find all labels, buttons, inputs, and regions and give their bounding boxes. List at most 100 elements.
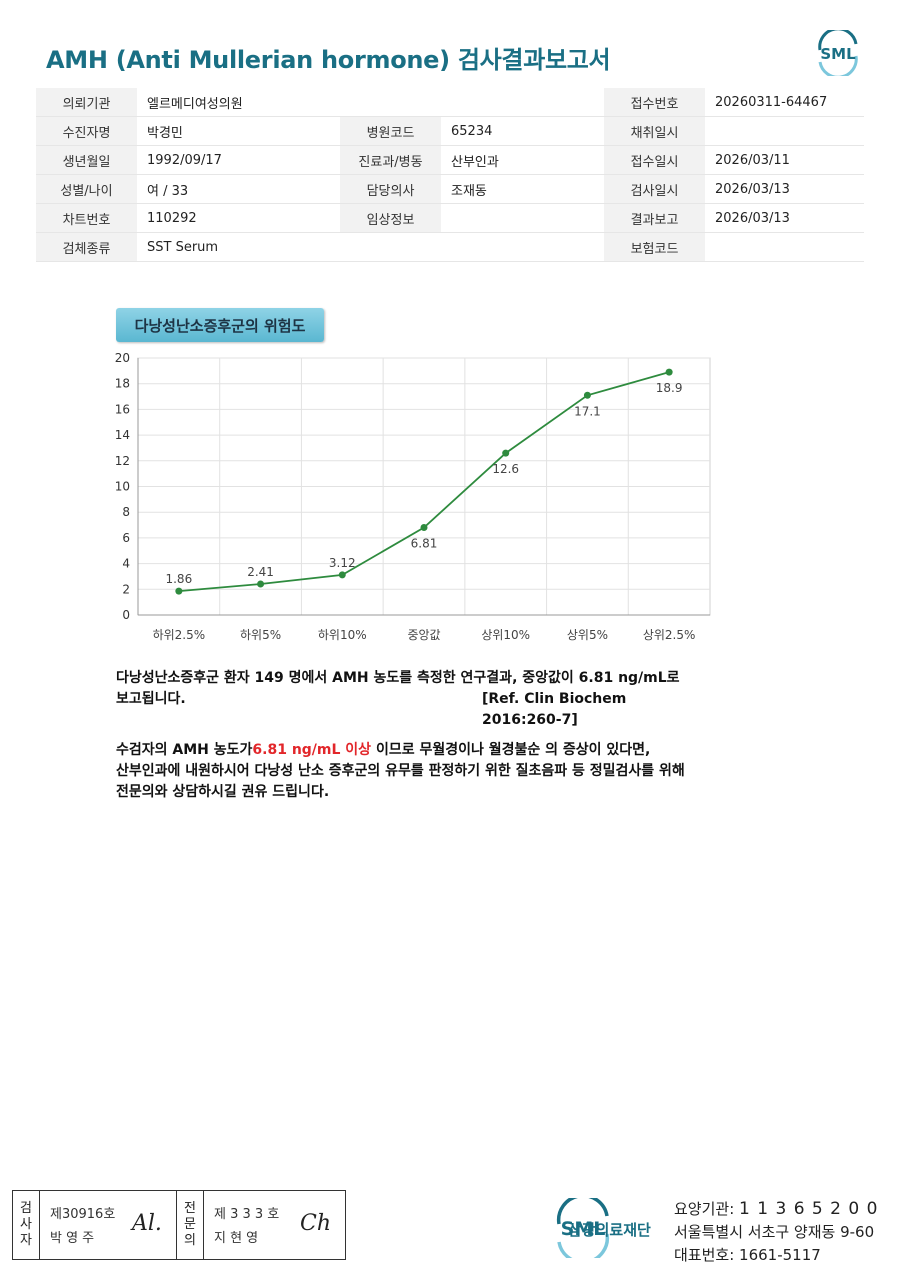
x-tick-label: 상위10%	[481, 628, 530, 642]
info-label: 병원코드	[340, 116, 441, 146]
info-empty	[441, 232, 604, 262]
info-empty	[340, 88, 441, 117]
y-tick-label: 18	[115, 377, 130, 391]
info-empty	[441, 88, 604, 117]
data-label: 3.12	[329, 556, 356, 570]
info-row: 검체종류 SST Serum 보험코드	[36, 232, 864, 262]
x-tick-label: 중앙값	[407, 628, 440, 642]
risk-line-chart: 0 2 4 6 8 10 12 14 16 18 20 하위2.5% 하위5% 하위10% 중앙값 상위10%…	[115, 351, 711, 642]
examiner-number: 제30916호	[50, 1207, 116, 1222]
info-label: 진료과/병동	[340, 145, 441, 175]
info-value: 1992/09/17	[137, 145, 340, 175]
x-tick-label: 하위10%	[318, 628, 367, 642]
examiner-name: 박 영 주	[50, 1231, 95, 1246]
info-value: 65234	[441, 116, 604, 146]
info-label: 성별/나이	[36, 174, 137, 204]
info-value: 2026/03/13	[705, 174, 864, 204]
info-value	[441, 203, 604, 233]
doctor-name: 지 현 영	[214, 1231, 259, 1246]
examiner-signature: Al.	[132, 1211, 162, 1236]
doctor-signature: Ch	[300, 1211, 332, 1236]
x-tick-label: 하위2.5%	[153, 628, 206, 642]
footer-org-name: 삼광의료재단	[568, 1221, 651, 1239]
info-value: 산부인과	[441, 145, 604, 175]
info-label: 담당의사	[340, 174, 441, 204]
info-label: 임상정보	[340, 203, 441, 233]
info-empty	[340, 232, 441, 262]
signature-box: 검 사 자 제30916호 박 영 주 Al. 전 문 의 제 3 3 3 호 …	[12, 1190, 346, 1260]
examiner-title: 검 사 자	[13, 1191, 40, 1259]
info-row: 의뢰기관 엘르메디여성의원 접수번호 20260311-64467	[36, 88, 864, 117]
data-point	[257, 580, 265, 588]
footer-phone-value: 1661-5117	[739, 1246, 821, 1264]
chart-title: 다낭성난소증후군의 위험도	[116, 308, 324, 342]
info-value: 엘르메디여성의원	[137, 88, 340, 117]
info-value	[705, 116, 864, 146]
info-value: 박경민	[137, 116, 340, 146]
x-tick-label: 하위5%	[240, 628, 281, 642]
info-value: SST Serum	[137, 232, 340, 262]
footer-code-value: 1 1 3 6 5 2 0 0	[739, 1199, 879, 1219]
y-tick-label: 2	[122, 582, 130, 596]
info-label: 차트번호	[36, 203, 137, 233]
y-tick-label: 14	[115, 428, 130, 442]
data-label: 1.86	[165, 572, 192, 586]
info-label: 검사일시	[604, 174, 705, 204]
patient-info-table: 의뢰기관 엘르메디여성의원 접수번호 20260311-64467 수진자명 박경민 병원코…	[36, 88, 864, 262]
info-value: 2026/03/13	[705, 203, 864, 233]
data-point	[583, 391, 591, 399]
info-label: 접수일시	[604, 145, 705, 175]
info-label: 수진자명	[36, 116, 137, 146]
data-label: 2.41	[247, 565, 274, 579]
sml-logo-text: SML	[820, 45, 856, 63]
footer-code: 요양기관: 1 1 3 6 5 2 0 0	[674, 1199, 879, 1219]
data-label: 18.9	[656, 381, 683, 395]
advice-line-2: 산부인과에 내원하시어 다낭성 난소 증후군의 유무를 판정하기 위한 질초음파…	[116, 763, 685, 779]
info-value: 조재동	[441, 174, 604, 204]
examiner-cell: 제30916호 박 영 주 Al.	[40, 1191, 177, 1259]
y-tick-label: 10	[115, 480, 130, 494]
reference: [Ref. Clin Biochem 2016:260-7]	[482, 691, 627, 728]
info-value: 2026/03/11	[705, 145, 864, 175]
info-row: 생년월일 1992/09/17 진료과/병동 산부인과 접수일시 2026/03/11	[36, 145, 864, 175]
footer-logo-text: SML	[561, 1218, 606, 1240]
info-label: 검체종류	[36, 232, 137, 262]
advice-line-3: 전문의와 상담하시길 권유 드립니다.	[116, 784, 330, 800]
y-tick-label: 0	[122, 608, 130, 622]
y-tick-label: 8	[122, 505, 130, 519]
doctor-cell: 제 3 3 3 호 지 현 영 Ch	[204, 1191, 344, 1259]
info-label: 결과보고	[604, 203, 705, 233]
y-tick-label: 16	[115, 402, 130, 416]
data-point	[502, 449, 510, 457]
data-point	[665, 368, 673, 376]
doctor-title: 전 문 의	[177, 1191, 204, 1259]
y-tick-label: 4	[122, 557, 130, 571]
x-tick-label: 상위2.5%	[643, 628, 696, 642]
info-value: 여 / 33	[137, 174, 340, 204]
info-row: 성별/나이 여 / 33 담당의사 조재동 검사일시 2026/03/13	[36, 174, 864, 204]
sml-logo-icon: SML	[818, 30, 858, 76]
info-row: 차트번호 110292 임상정보 결과보고 2026/03/13	[36, 203, 864, 233]
footer-address: 서울특별시 서초구 양재동 9-60	[674, 1223, 875, 1241]
doctor-number: 제 3 3 3 호	[214, 1207, 280, 1222]
advice-paragraph: 수검자의 AMH 농도가6.81 ng/mL 이상 이므로 무월경이나 월경불순…	[116, 740, 685, 803]
advice-threshold: 6.81 ng/mL 이상	[252, 742, 372, 758]
y-tick-label: 12	[115, 454, 130, 468]
data-point	[338, 571, 346, 579]
advice-line-1a: 수검자의 AMH 농도가	[116, 742, 253, 758]
study-line-1: 다낭성난소증후군 환자 149 명에서 AMH 농도를 측정한 연구결과, 중앙…	[116, 670, 680, 686]
data-point	[175, 587, 183, 595]
info-label: 채취일시	[604, 116, 705, 146]
info-label: 보험코드	[604, 232, 705, 262]
x-tick-label: 상위5%	[567, 628, 608, 642]
info-label: 접수번호	[604, 88, 705, 117]
info-row: 수진자명 박경민 병원코드 65234 채취일시	[36, 116, 864, 146]
data-label: 6.81	[411, 536, 438, 550]
info-label: 생년월일	[36, 145, 137, 175]
y-tick-label: 6	[122, 531, 130, 545]
data-label: 17.1	[574, 404, 601, 418]
study-paragraph: 다낭성난소증후군 환자 149 명에서 AMH 농도를 측정한 연구결과, 중앙…	[116, 668, 680, 728]
info-label: 의뢰기관	[36, 88, 137, 117]
study-line-2: 보고됩니다.	[116, 691, 186, 707]
data-label: 12.6	[492, 462, 519, 476]
